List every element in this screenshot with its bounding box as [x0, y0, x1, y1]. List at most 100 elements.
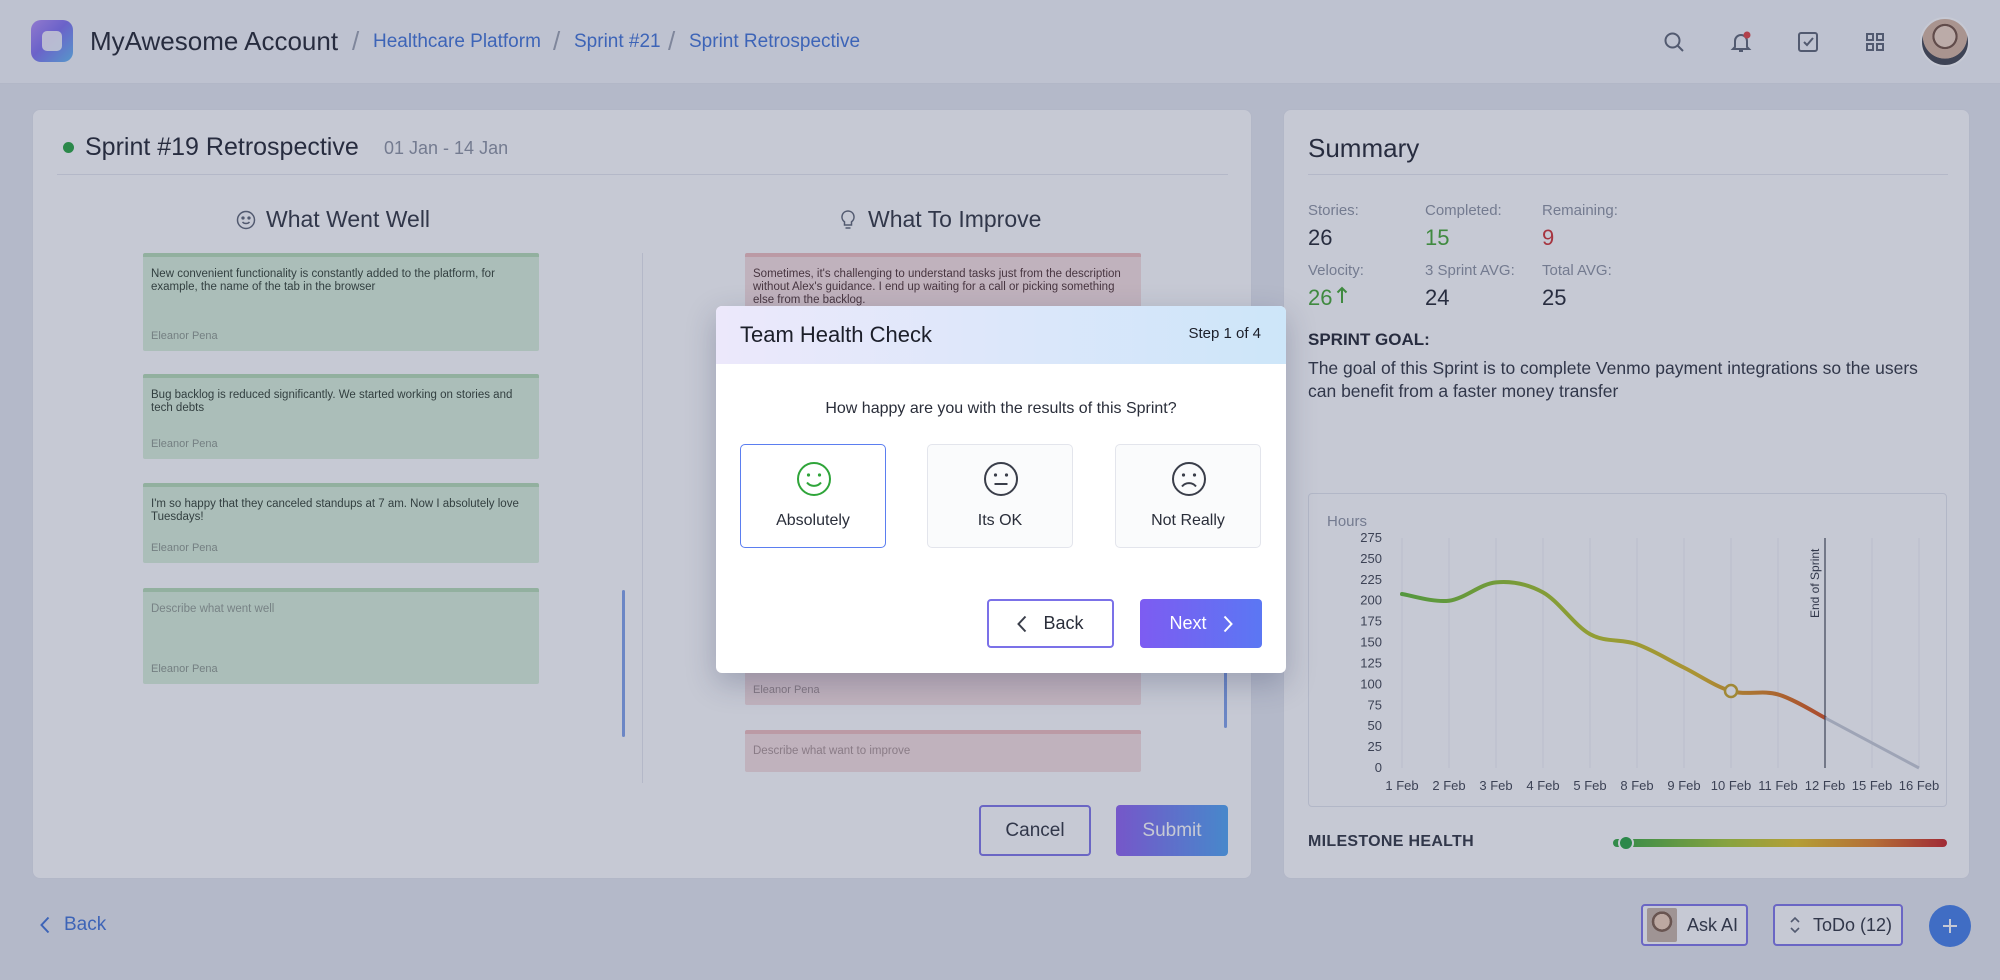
went-well-card[interactable]: New convenient functionality is constant… [143, 253, 539, 351]
cancel-button[interactable]: Cancel [979, 805, 1091, 856]
ask-ai-button[interactable]: Ask AI [1641, 904, 1748, 946]
y-tick-label: 25 [1368, 739, 1382, 754]
stat-label-completed: Completed: [1425, 202, 1502, 219]
went-well-card[interactable]: Bug backlog is reduced significantly. We… [143, 374, 539, 459]
search-icon[interactable] [1658, 26, 1690, 58]
to-improve-title: What To Improve [868, 206, 1042, 232]
stat-value-remaining: 9 [1542, 225, 1555, 250]
to-improve-input-card[interactable]: Describe what want to improve [745, 730, 1141, 772]
stat-value-velocity: 26 [1308, 285, 1333, 310]
to-improve-scrollbar[interactable] [1224, 660, 1227, 728]
stat-value-completed: 15 [1425, 225, 1450, 250]
breadcrumb-separator: / [352, 26, 360, 56]
modal-next-button[interactable]: Next [1140, 599, 1262, 648]
x-tick-label: 5 Feb [1573, 778, 1606, 793]
y-tick-label: 75 [1368, 697, 1382, 712]
x-tick-label: 2 Feb [1432, 778, 1465, 793]
to-improve-input[interactable]: Describe what want to improve [753, 745, 911, 757]
stat-value-3-sprint-avg: 24 [1425, 285, 1450, 310]
page-title: Sprint #19 Retrospective [85, 133, 359, 161]
milestone-health-bar [1613, 839, 1947, 847]
went-well-card[interactable]: I'm so happy that they canceled standups… [143, 483, 539, 563]
card-text: New convenient functionality is constant… [151, 268, 495, 293]
x-tick-label: 8 Feb [1620, 778, 1653, 793]
grid-icon[interactable] [1859, 26, 1891, 58]
x-tick-label: 16 Feb [1899, 778, 1939, 793]
card-author: Eleanor Pena [151, 438, 218, 450]
lightbulb-icon [841, 209, 855, 229]
card-text: I'm so happy that they canceled standups… [151, 498, 519, 523]
breadcrumb-separator: / [668, 26, 676, 56]
x-tick-label: 3 Feb [1479, 778, 1512, 793]
milestone-health-label: MILESTONE HEALTH [1308, 833, 1474, 850]
modal-header: Team Health Check Step 1 of 4 [716, 306, 1286, 364]
card-author: Eleanor Pena [151, 663, 218, 675]
app-logo[interactable] [31, 20, 73, 62]
current-point-marker [1723, 683, 1739, 699]
x-tick-label: 10 Feb [1711, 778, 1751, 793]
x-tick-label: 11 Feb [1758, 778, 1798, 793]
ask-ai-label: Ask AI [1687, 914, 1739, 935]
smile-icon [236, 210, 256, 229]
frown-icon [1172, 462, 1206, 496]
option-label: Not Really [1151, 512, 1225, 529]
option-not-really[interactable]: Not Really [1115, 444, 1261, 548]
modal-step-indicator: Step 1 of 4 [1188, 325, 1261, 342]
x-tick-label: 12 Feb [1805, 778, 1845, 793]
todo-label: ToDo (12) [1813, 914, 1893, 935]
top-bar: MyAwesome Account / Healthcare Platform … [0, 0, 2000, 84]
modal-back-button[interactable]: Back [987, 599, 1114, 648]
bell-icon[interactable] [1725, 26, 1757, 58]
back-link[interactable]: Back [40, 914, 106, 936]
checkbox-icon[interactable] [1792, 26, 1824, 58]
y-tick-label: 50 [1368, 718, 1382, 733]
to-improve-card[interactable]: Sometimes, it's challenging to understan… [745, 253, 1141, 313]
x-tick-label: 9 Feb [1667, 778, 1700, 793]
option-label: Its OK [977, 512, 1023, 529]
assistant-avatar [1647, 908, 1677, 942]
went-well-scrollbar[interactable] [622, 590, 625, 737]
sprint-goal-label: SPRINT GOAL: [1308, 330, 1430, 349]
chevron-left-icon [40, 916, 50, 934]
column-divider [642, 253, 643, 783]
x-tick-label: 1 Feb [1385, 778, 1418, 793]
summary-panel [1283, 109, 1970, 879]
breadcrumb-sprint[interactable]: Sprint #21 [574, 31, 661, 52]
breadcrumb-separator: / [553, 26, 561, 56]
todo-button[interactable]: ToDo (12) [1773, 904, 1903, 946]
milestone-health-indicator[interactable] [1618, 835, 1635, 851]
submit-button[interactable]: Submit [1116, 805, 1228, 856]
went-well-input[interactable]: Describe what went well [151, 603, 275, 615]
modal-back-label: Back [1043, 613, 1084, 633]
option-absolutely[interactable]: Absolutely [740, 444, 886, 548]
y-axis-label: Hours [1327, 513, 1367, 530]
chevron-left-icon [1017, 615, 1027, 632]
modal-next-label: Next [1169, 613, 1207, 633]
smile-icon [797, 462, 831, 496]
y-tick-label: 175 [1360, 614, 1382, 629]
y-tick-label: 150 [1360, 635, 1382, 650]
breadcrumb-healthcare-platform[interactable]: Healthcare Platform [373, 31, 541, 52]
projection-line [1824, 716, 1920, 770]
went-well-heading: What Went Well [236, 206, 430, 233]
sort-icon [1790, 916, 1800, 934]
y-tick-label: 250 [1360, 551, 1382, 566]
divider [1308, 174, 1948, 175]
breadcrumb-current[interactable]: Sprint Retrospective [689, 31, 861, 52]
went-well-input-card[interactable]: Describe what went well Eleanor Pena [143, 588, 539, 684]
card-author: Eleanor Pena [753, 684, 820, 696]
add-button[interactable] [1929, 905, 1971, 947]
burndown-chart: Hours 1 Feb 2 Feb 3 Feb 4 Feb 5 Feb 8 Feb 9 Feb… [1308, 493, 1947, 807]
status-dot [63, 142, 74, 153]
y-tick-label: 200 [1360, 593, 1382, 608]
chevron-right-icon [1223, 615, 1233, 632]
avatar[interactable] [1920, 17, 1970, 67]
modal-question: How happy are you with the results of th… [825, 400, 1177, 417]
stat-label-3-sprint-avg: 3 Sprint AVG: [1425, 262, 1515, 279]
sprint-dates: 01 Jan - 14 Jan [384, 138, 509, 158]
stat-label-velocity: Velocity: [1308, 262, 1364, 279]
burndown-chart-svg: Hours 1 Feb 2 Feb 3 Feb 4 Feb 5 Feb 8 Feb 9 Feb… [1327, 513, 1939, 793]
option-its-ok[interactable]: Its OK [927, 444, 1073, 548]
x-tick-label: 15 Feb [1852, 778, 1892, 793]
account-name[interactable]: MyAwesome Account [90, 26, 339, 56]
